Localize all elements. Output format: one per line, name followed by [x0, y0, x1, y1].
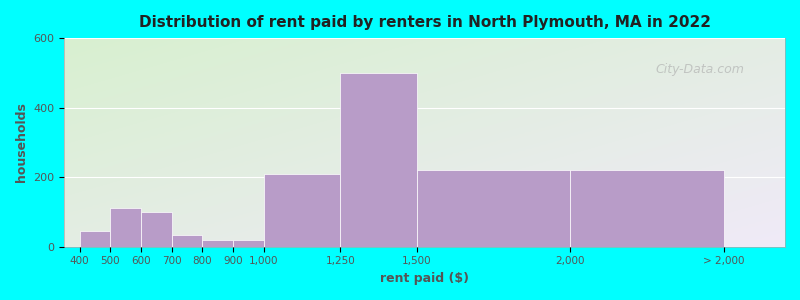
Title: Distribution of rent paid by renters in North Plymouth, MA in 2022: Distribution of rent paid by renters in …	[138, 15, 710, 30]
Bar	[202, 240, 233, 247]
Bar	[233, 240, 264, 247]
X-axis label: rent paid ($): rent paid ($)	[380, 272, 470, 285]
Bar	[264, 174, 340, 247]
Bar	[417, 170, 570, 247]
Bar	[340, 73, 417, 247]
Text: City-Data.com: City-Data.com	[655, 63, 744, 76]
Bar	[570, 170, 724, 247]
Bar	[141, 212, 172, 247]
Y-axis label: households: households	[15, 103, 28, 182]
Bar	[172, 235, 202, 247]
Bar	[80, 231, 110, 247]
Bar	[110, 208, 141, 247]
